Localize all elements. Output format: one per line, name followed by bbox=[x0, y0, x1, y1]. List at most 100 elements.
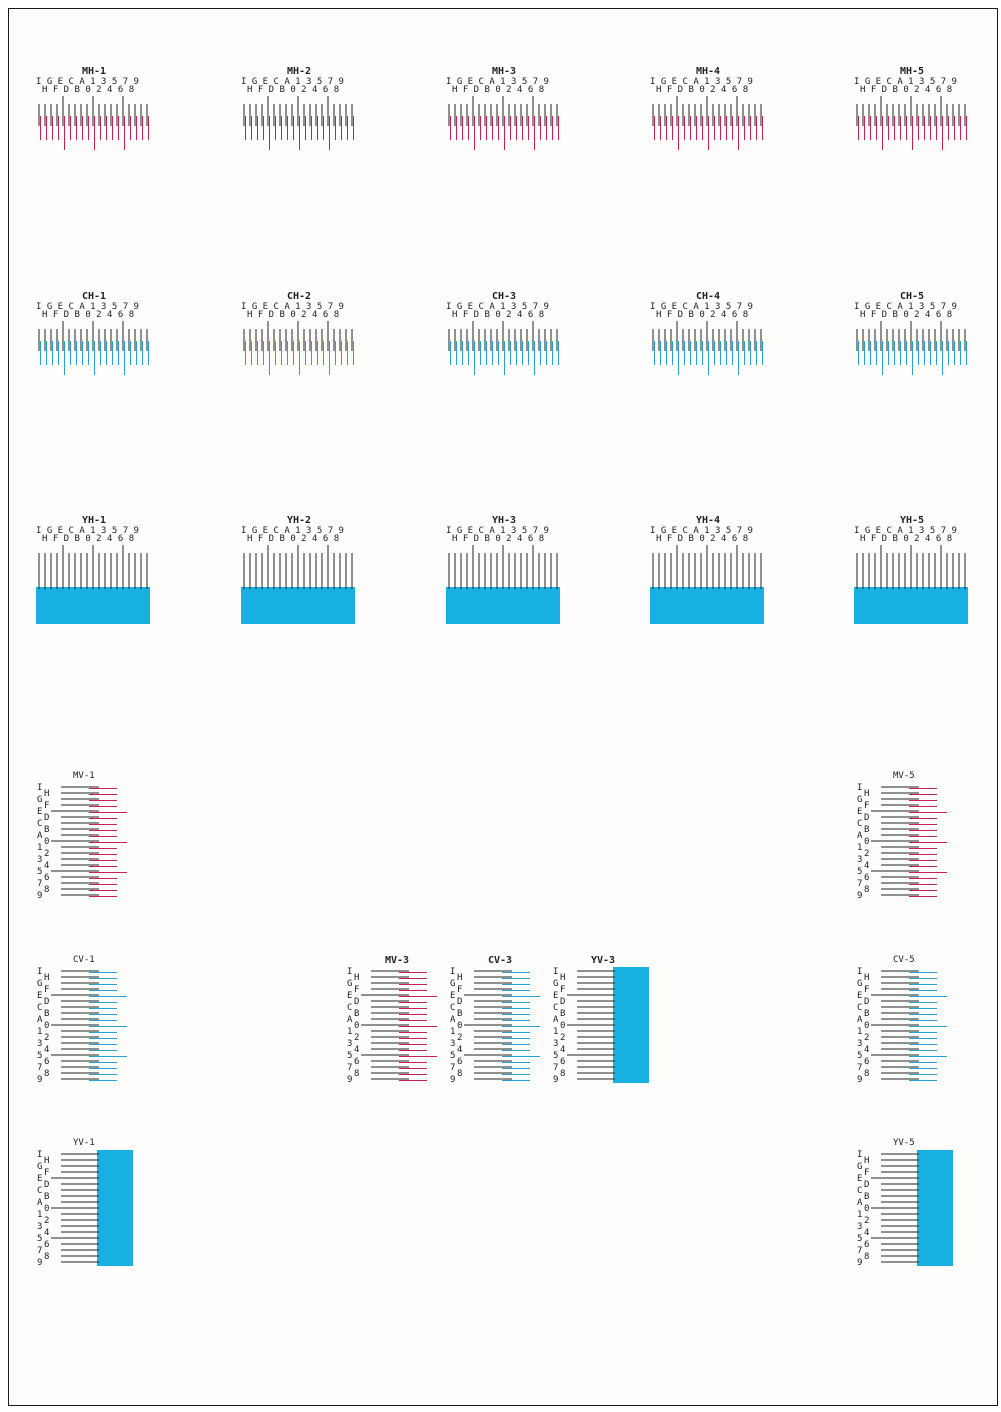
scale-label: 9 bbox=[37, 1258, 43, 1268]
chart-cv-3: CV-3 I H G F E D C B A 0 1 2 3 4 5 6 7 8 9 bbox=[450, 955, 560, 1095]
scale-label: 8 bbox=[864, 885, 870, 895]
scale-label: 1 bbox=[37, 1027, 43, 1037]
scale-label: B bbox=[44, 825, 50, 835]
scale-label: G bbox=[857, 979, 863, 989]
scale-label: 3 bbox=[37, 1222, 43, 1232]
scale-label: B bbox=[44, 1009, 50, 1019]
scale-bottom-row: H F D B 0 2 4 6 8 bbox=[247, 85, 340, 95]
scale-label: G bbox=[347, 979, 353, 989]
scale-label: 9 bbox=[37, 1075, 43, 1085]
alignment-lines bbox=[51, 1150, 133, 1266]
chart-title: CV-3 bbox=[488, 955, 513, 966]
scale-label: G bbox=[37, 795, 43, 805]
scale-label: I bbox=[347, 967, 353, 977]
scale-bottom-row: H F D B 0 2 4 6 8 bbox=[247, 310, 340, 320]
alignment-lines bbox=[51, 970, 127, 1081]
alignment-lines bbox=[871, 1150, 953, 1266]
scale-label: 6 bbox=[864, 1240, 870, 1250]
scale-label: 1 bbox=[553, 1027, 559, 1037]
scale-label: 9 bbox=[450, 1075, 456, 1085]
scale-label: C bbox=[553, 1003, 559, 1013]
scale-label: 4 bbox=[864, 1045, 870, 1055]
scale-label: 0 bbox=[560, 1021, 566, 1031]
scale-label: 8 bbox=[457, 1069, 463, 1079]
scale-label: 0 bbox=[457, 1021, 463, 1031]
alignment-lines bbox=[446, 545, 560, 624]
scale-label: G bbox=[37, 979, 43, 989]
scale-label: H bbox=[457, 973, 463, 983]
chart-title: YV-5 bbox=[893, 1138, 915, 1148]
scale-label: F bbox=[44, 985, 50, 995]
scale-label: H bbox=[44, 789, 50, 799]
scale-bottom-row: H F D B 0 2 4 6 8 bbox=[656, 534, 749, 544]
scale-label: A bbox=[553, 1015, 559, 1025]
scale-label: F bbox=[354, 985, 360, 995]
scale-label: 4 bbox=[354, 1045, 360, 1055]
scale-label: 8 bbox=[44, 885, 50, 895]
scale-label: F bbox=[44, 801, 50, 811]
color-patch bbox=[650, 587, 764, 624]
chart-title: MH-3 bbox=[491, 66, 517, 77]
color-patch bbox=[854, 587, 968, 624]
chart-yv-3: YV-3 I H G F E D C B A 0 1 2 3 4 5 6 7 8 9 bbox=[553, 955, 663, 1095]
scale-label: I bbox=[37, 967, 43, 977]
scale-label: 2 bbox=[457, 1033, 463, 1043]
alignment-lines bbox=[243, 321, 354, 375]
scale-label: 2 bbox=[864, 1033, 870, 1043]
alignment-lines bbox=[448, 96, 559, 150]
scale-label: F bbox=[44, 1168, 50, 1178]
chart-title: MH-5 bbox=[899, 66, 925, 77]
chart-title: CH-5 bbox=[899, 291, 925, 302]
alignment-lines bbox=[856, 96, 967, 150]
scale-label: C bbox=[857, 1186, 863, 1196]
color-patch bbox=[917, 1150, 953, 1266]
alignment-lines bbox=[241, 545, 355, 624]
scale-label: G bbox=[450, 979, 456, 989]
scale-label: B bbox=[560, 1009, 566, 1019]
scale-label: G bbox=[857, 795, 863, 805]
scale-top-row: I G E C A 1 3 5 7 9 bbox=[854, 302, 957, 312]
scale-top-row: I G E C A 1 3 5 7 9 bbox=[446, 526, 549, 536]
scale-label: 7 bbox=[37, 879, 43, 889]
scale-label: A bbox=[37, 1198, 43, 1208]
scale-label: 4 bbox=[457, 1045, 463, 1055]
scale-label: D bbox=[44, 1180, 50, 1190]
scale-label: 2 bbox=[864, 1216, 870, 1226]
chart-title: MV-1 bbox=[73, 771, 95, 781]
scale-label: D bbox=[457, 997, 463, 1007]
scale-label: 9 bbox=[857, 891, 863, 901]
chart-title: YH-3 bbox=[491, 515, 517, 526]
scale-label: C bbox=[857, 819, 863, 829]
chart-title: CH-2 bbox=[286, 291, 312, 302]
alignment-lines bbox=[243, 96, 354, 150]
scale-label: 4 bbox=[864, 1228, 870, 1238]
scale-label: 3 bbox=[857, 1222, 863, 1232]
chart-cv-5: CV-5 I H G F E D C B A 0 1 2 3 4 5 6 7 8 9 bbox=[857, 955, 967, 1095]
scale-label: H bbox=[354, 973, 360, 983]
scale-label: 2 bbox=[44, 1216, 50, 1226]
chart-title: CH-3 bbox=[491, 291, 517, 302]
scale-label: B bbox=[457, 1009, 463, 1019]
scale-label: 6 bbox=[44, 1240, 50, 1250]
chart-title: CV-5 bbox=[893, 955, 915, 965]
scale-label: 5 bbox=[37, 867, 43, 877]
scale-bottom-row: H F D B 0 2 4 6 8 bbox=[860, 310, 953, 320]
chart-title: CV-1 bbox=[73, 955, 95, 965]
scale-label: B bbox=[44, 1192, 50, 1202]
scale-label: 2 bbox=[44, 1033, 50, 1043]
scale-label: 7 bbox=[347, 1063, 353, 1073]
scale-top-row: I G E C A 1 3 5 7 9 bbox=[446, 77, 549, 87]
alignment-lines bbox=[856, 321, 967, 375]
scale-label: B bbox=[864, 1192, 870, 1202]
scale-label: A bbox=[37, 831, 43, 841]
scale-label: 3 bbox=[857, 1039, 863, 1049]
alignment-lines bbox=[871, 786, 947, 897]
scale-label: 2 bbox=[354, 1033, 360, 1043]
scale-label: 0 bbox=[864, 837, 870, 847]
alignment-lines bbox=[854, 545, 968, 624]
scale-label: D bbox=[44, 997, 50, 1007]
alignment-lines bbox=[567, 967, 649, 1083]
scale-label: 4 bbox=[44, 1045, 50, 1055]
scale-label: E bbox=[857, 991, 863, 1001]
scale-label: C bbox=[347, 1003, 353, 1013]
